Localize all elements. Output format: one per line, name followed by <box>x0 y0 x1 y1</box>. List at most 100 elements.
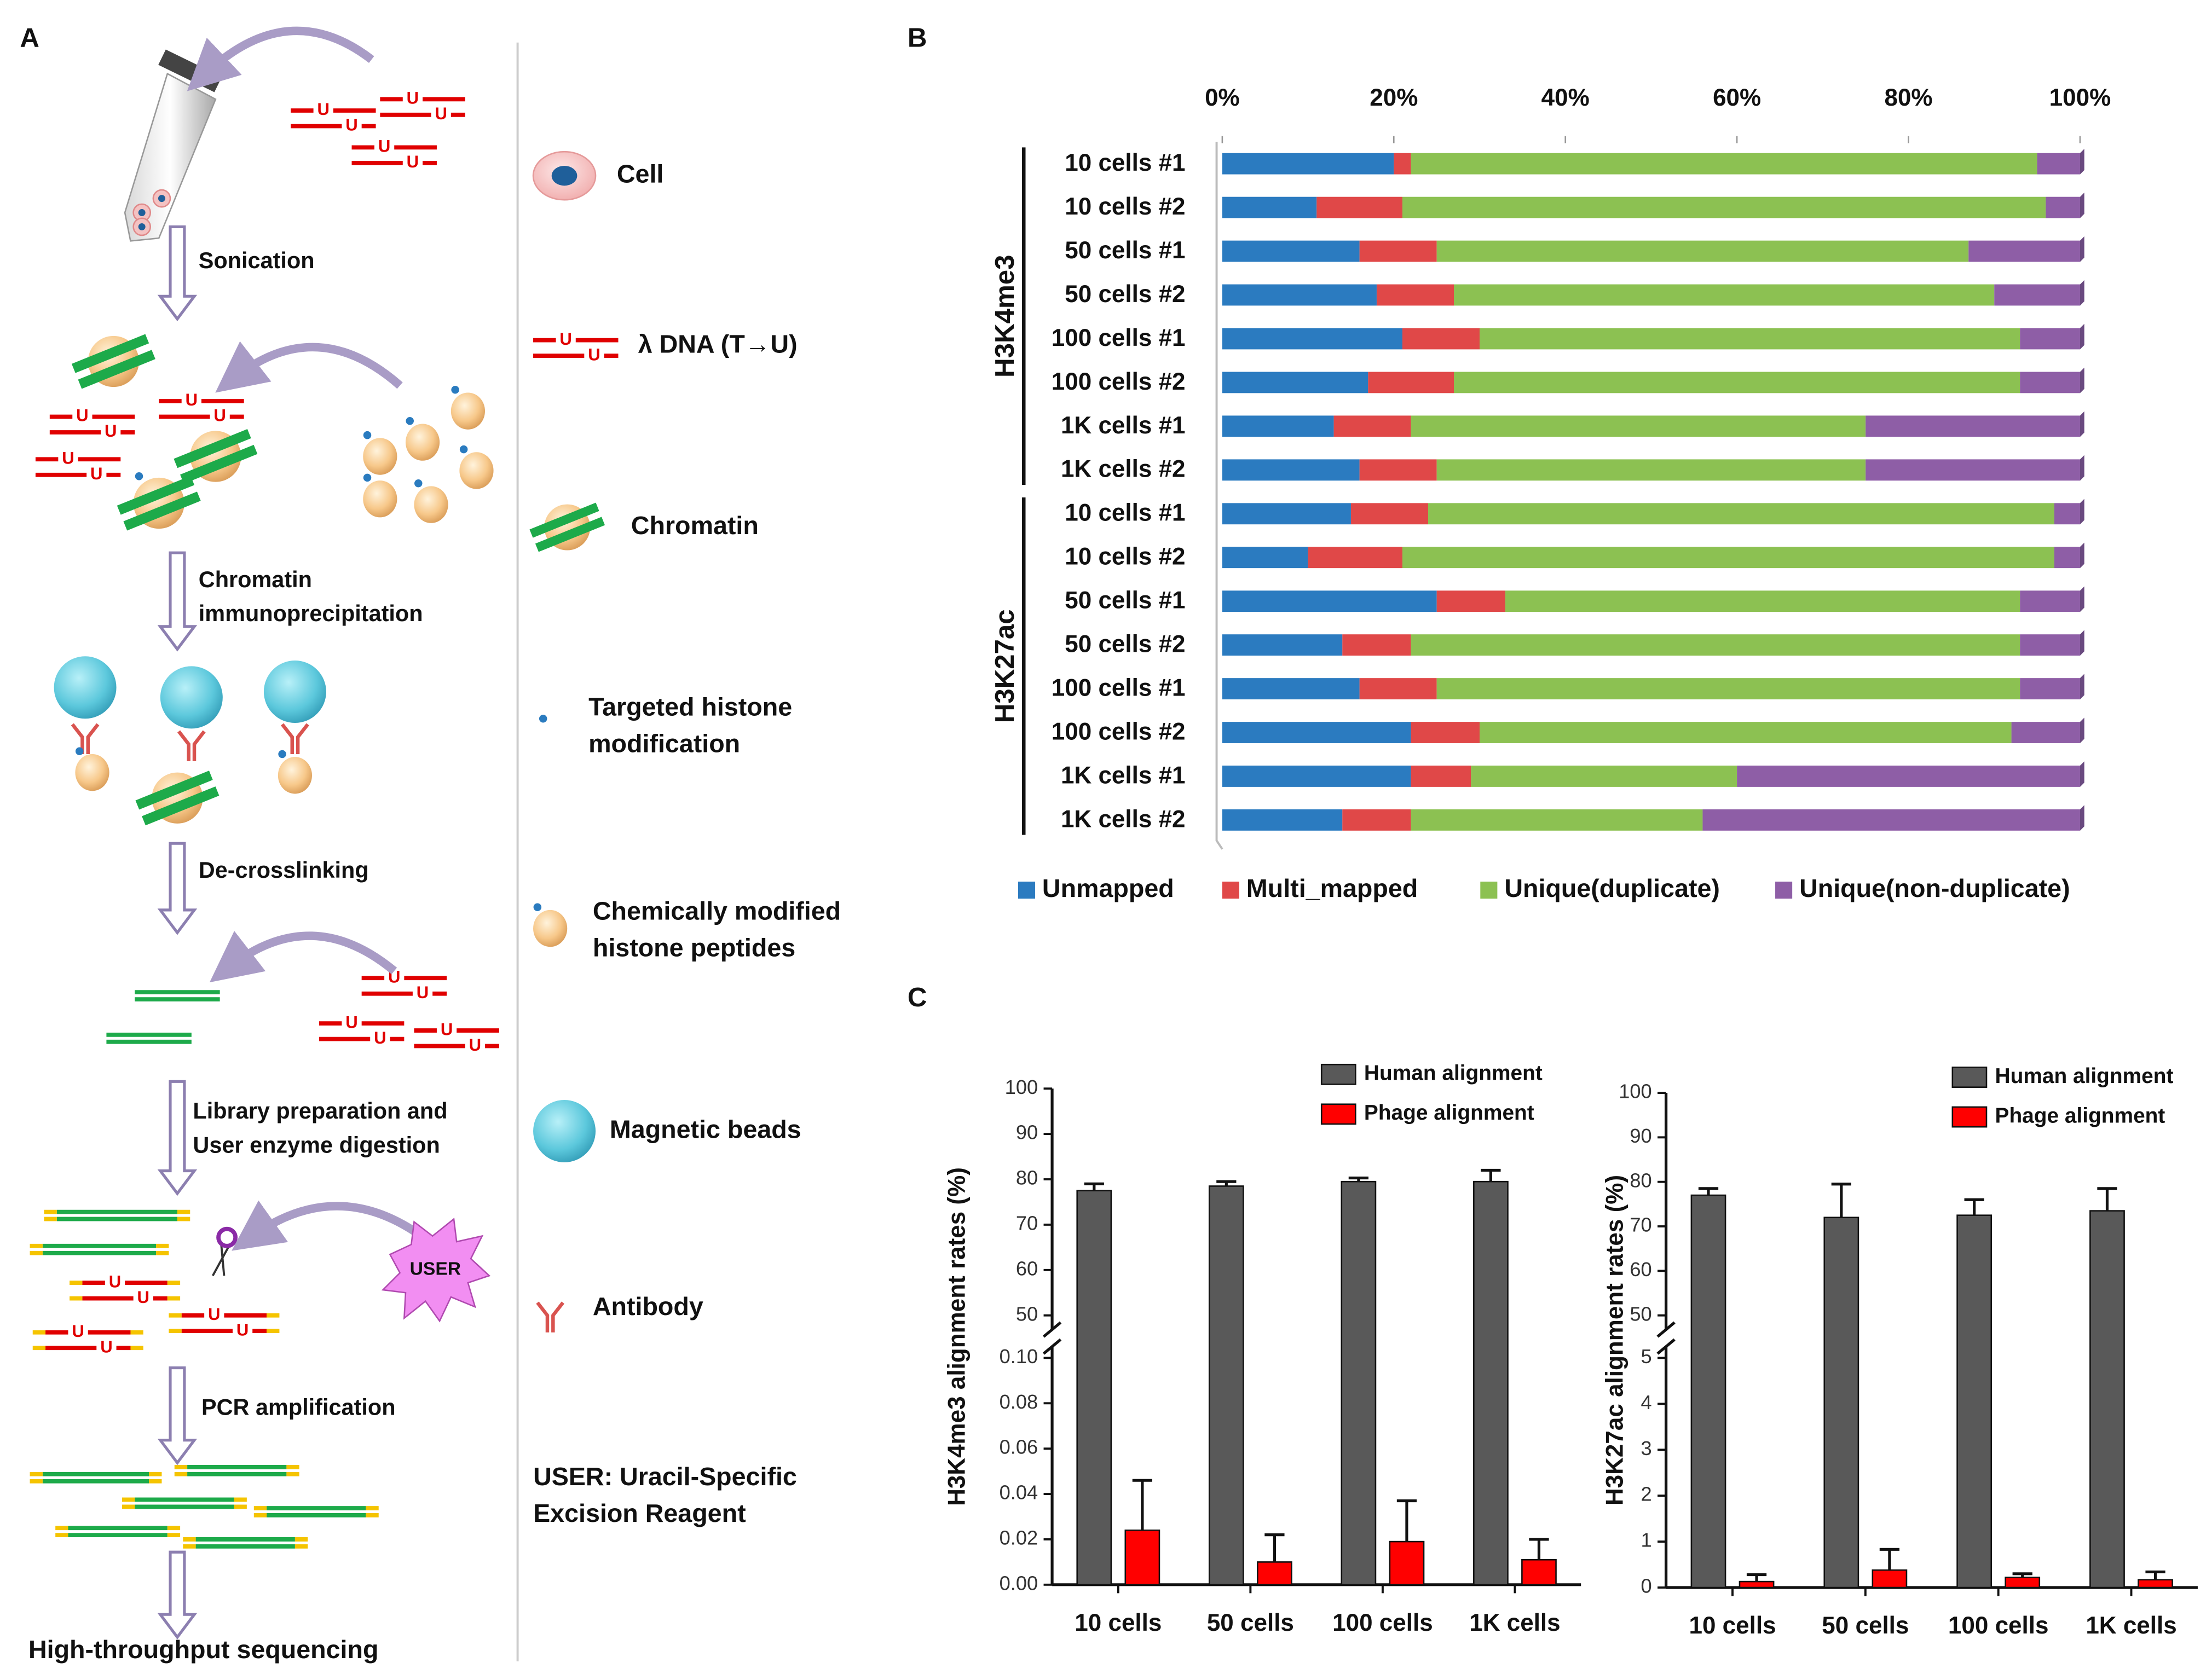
step-arrow <box>157 1366 198 1466</box>
y-tick-label: 1K cells #2 <box>1061 806 1186 832</box>
bar-segment <box>1368 372 1454 393</box>
uracil-mark: U <box>213 406 226 425</box>
bar <box>1389 1540 1425 1586</box>
group-label: H3K27ac <box>990 609 1020 723</box>
curved-arrow <box>209 931 397 983</box>
bar-segment <box>1222 459 1360 481</box>
bar-segment <box>1222 590 1437 612</box>
legend-label: Cell <box>617 159 663 188</box>
bar-depth <box>2080 411 2084 437</box>
bar <box>1208 1185 1244 1586</box>
panel-label: C <box>908 982 927 1012</box>
bar-segment <box>1505 590 2020 612</box>
bar-depth <box>2080 455 2084 481</box>
legend-label: USER: Uracil-Specific <box>533 1462 797 1491</box>
scissors-handle <box>216 1226 238 1248</box>
bar-segment <box>1411 766 1471 787</box>
peptide <box>451 392 486 430</box>
bar-segment <box>1994 284 2080 306</box>
legend-label: Human alignment <box>1995 1064 2174 1088</box>
uracil-mark: U <box>109 1272 121 1291</box>
bar-segment <box>2020 328 2080 350</box>
bar-segment <box>1436 459 1866 481</box>
bar-depth <box>2080 499 2084 525</box>
y-tick-label: 100 <box>1619 1080 1651 1103</box>
y-tick-label: 70 <box>1016 1212 1038 1234</box>
legend-label: Human alignment <box>1364 1062 1543 1085</box>
bar-segment <box>2020 372 2080 393</box>
chromatin-strand <box>71 334 149 373</box>
modification-mark <box>533 903 542 911</box>
x-tick-label: 10 cells <box>1689 1612 1776 1639</box>
bar-depth <box>2080 323 2084 350</box>
bar-segment <box>1411 809 1703 831</box>
bar-segment <box>1454 372 2020 393</box>
legend-swatch <box>1320 1103 1356 1125</box>
bar-segment <box>1866 459 2080 481</box>
bar-segment <box>2046 196 2080 218</box>
antibody <box>281 723 309 754</box>
magnetic-bead <box>160 666 223 729</box>
plot-frame <box>1215 142 1223 850</box>
bar <box>1823 1217 1859 1589</box>
bar <box>1341 1180 1377 1586</box>
y-axis-label: H3K27ac alignment rates (%) <box>1602 1175 1628 1505</box>
step-label: Sonication <box>199 247 315 273</box>
y-tick-label: 10 cells #2 <box>1065 543 1185 570</box>
y-tick-label: 100 cells #2 <box>1052 718 1186 745</box>
legend-label: λ DNA (T→U) <box>638 329 798 358</box>
bar-segment <box>1222 328 1402 350</box>
uracil-mark: U <box>317 100 329 119</box>
curved-arrow <box>215 341 403 393</box>
modification-mark <box>278 750 286 758</box>
legend-label: Unique(duplicate) <box>1504 874 1720 902</box>
uracil-mark: U <box>417 983 429 1002</box>
bar-segment <box>1333 415 1411 437</box>
peptide <box>405 424 440 461</box>
legend-label: Multi_mapped <box>1246 874 1418 902</box>
nucleus <box>551 166 577 186</box>
curved-arrow <box>187 26 374 91</box>
y-tick-label: 90 <box>1016 1121 1038 1144</box>
magnetic-bead <box>263 661 326 723</box>
uracil-mark: U <box>72 1322 84 1341</box>
bar-segment <box>1480 328 2020 350</box>
legend-label: modification <box>588 729 740 758</box>
bar-segment <box>1394 153 1411 175</box>
bar <box>1257 1561 1292 1586</box>
bar-segment <box>1222 153 1394 175</box>
bar-segment <box>1222 372 1368 393</box>
group-label: H3K4me3 <box>990 255 1020 378</box>
y-tick-label: 5 <box>1641 1345 1652 1368</box>
modification-mark <box>75 747 84 756</box>
bar <box>1521 1559 1557 1586</box>
curved-arrow <box>232 1200 436 1251</box>
step-label: immunoprecipitation <box>199 600 423 626</box>
y-tick-label: 0.04 <box>1000 1481 1038 1504</box>
legend-label: Chromatin <box>631 511 759 540</box>
bar-depth <box>2080 717 2084 743</box>
bar-depth <box>2080 805 2084 831</box>
legend-swatch <box>1222 882 1239 899</box>
bar-depth <box>2080 674 2084 699</box>
peptide <box>363 480 397 518</box>
modification-mark <box>406 417 414 425</box>
modification-mark <box>539 714 547 723</box>
uracil-mark: U <box>345 115 357 135</box>
y-tick-label: 1 <box>1641 1529 1652 1551</box>
y-tick-label: 50 cells #2 <box>1065 631 1185 658</box>
uracil-mark: U <box>345 1012 357 1032</box>
axis-break <box>1042 1321 1062 1338</box>
bar-segment <box>1454 284 1995 306</box>
bar-segment <box>1411 634 2020 656</box>
x-tick-label: 50 cells <box>1207 1609 1294 1636</box>
bar-segment <box>1428 503 2054 525</box>
bar-segment <box>1222 503 1351 525</box>
peptide <box>533 910 568 947</box>
bar <box>1473 1180 1509 1586</box>
uracil-mark: U <box>76 406 88 425</box>
y-tick-label: 1K cells #2 <box>1061 456 1186 483</box>
bar <box>1739 1580 1775 1589</box>
bar-depth <box>2080 586 2084 612</box>
x-tick-label: 1K cells <box>1469 1609 1560 1636</box>
